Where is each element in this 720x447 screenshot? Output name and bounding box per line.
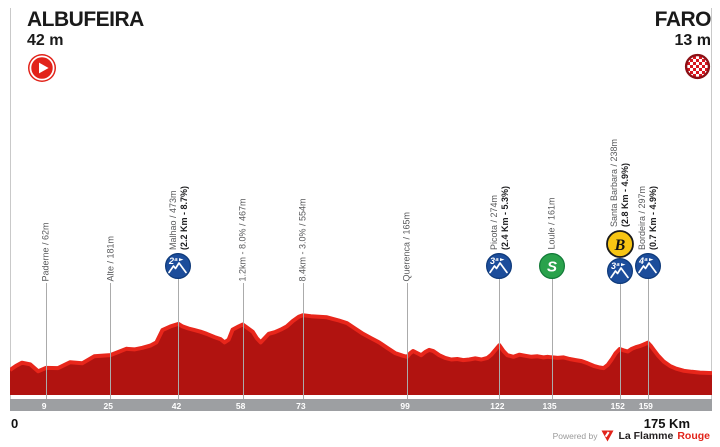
waypoint-label: Alte / 181m	[105, 235, 116, 281]
waypoint-name: Malhao / 473m	[167, 189, 178, 250]
waypoint-label: Bordeira / 297m (0.7 Km - 4.9%)	[637, 185, 658, 249]
powered-by-brand: Powered by La Flamme Rouge	[553, 430, 710, 442]
waypoint-name: Querenca / 165m	[401, 211, 412, 281]
powered-by-label: Powered by	[552, 431, 598, 441]
waypoint-stem	[551, 277, 553, 411]
waypoint-climb-stats: (2.8 Km - 4.9%)	[619, 162, 630, 227]
waypoint-label: Paderne / 62m	[41, 222, 52, 281]
svg-text:2ª: 2ª	[168, 256, 178, 266]
elevation-profile-fill	[10, 315, 712, 395]
svg-text:3ª: 3ª	[490, 256, 499, 266]
svg-text:B: B	[613, 237, 625, 254]
waypoint-stem	[242, 283, 244, 411]
distance-axis-bar	[10, 399, 712, 411]
waypoint-name: Picota / 274m	[488, 194, 499, 250]
axis-start-label: 0	[11, 416, 19, 431]
km-tick-122: 122	[490, 400, 505, 411]
km-tick-58: 58	[235, 400, 246, 411]
waypoint-name: Santa Barbara / 238m	[609, 138, 620, 227]
waypoint-stem	[619, 282, 621, 411]
brand-name-regular: La Flamme	[618, 430, 674, 442]
waypoint-stem	[499, 277, 501, 411]
waypoint-stem	[302, 283, 304, 411]
waypoint-label: Querenca / 165m	[402, 211, 413, 281]
waypoint-name: Bordeira / 297m	[637, 185, 648, 250]
brand-name-bold: Rouge	[677, 430, 710, 442]
waypoint-stem	[110, 283, 112, 411]
waypoint-climb-stats: (0.7 Km - 4.9%)	[647, 185, 658, 250]
plot-left-border	[10, 8, 11, 411]
axis-total-distance-label: 175 Km	[643, 416, 690, 431]
waypoint-stem	[178, 277, 180, 411]
sprint-icon: S	[538, 253, 565, 280]
km-tick-73: 73	[296, 400, 306, 411]
waypoint-name: Paderne / 62m	[40, 221, 51, 281]
waypoint-climb-stats: (2.4 Km - 5.3%)	[499, 185, 510, 250]
finish-header: FARO 13 m	[654, 8, 712, 80]
waypoint-stem	[647, 277, 649, 411]
elevation-profile-edge	[10, 313, 712, 376]
category-climb-icon: 3ª	[486, 253, 513, 280]
start-town-label: ALBUFEIRA	[27, 8, 144, 31]
category-climb-icon: 3ª	[606, 258, 633, 285]
finish-checkered-icon	[655, 53, 711, 80]
waypoint-label: Malhao / 473m (2.2 Km - 8.7%)	[168, 185, 189, 249]
waypoint-name: 8.4km - 3.0% / 554m	[297, 197, 308, 281]
category-climb-icon: 4ª	[634, 253, 661, 280]
waypoint-label: 1.2km - 8.0% / 467m	[237, 198, 248, 281]
km-tick-152: 152	[610, 400, 625, 411]
waypoint-label: Loule / 161m	[546, 197, 557, 249]
waypoint-label: Santa Barbara / 238m (2.8 Km - 4.9%)	[609, 138, 630, 226]
laflammerouge-logo-icon	[601, 430, 614, 442]
svg-text:3ª: 3ª	[611, 261, 620, 271]
finish-elevation-label: 13 m	[674, 32, 711, 49]
svg-text:4ª: 4ª	[638, 256, 648, 266]
km-tick-42: 42	[171, 400, 182, 411]
km-tick-25: 25	[103, 400, 114, 411]
category-climb-icon: 2ª	[165, 253, 192, 280]
waypoint-name: Loule / 161m	[546, 197, 557, 250]
start-elevation-label: 42 m	[27, 32, 64, 49]
waypoint-label: 8.4km - 3.0% / 554m	[298, 198, 309, 281]
bonus-seconds-icon: B	[605, 230, 634, 259]
km-tick-99: 99	[400, 400, 410, 411]
start-header: ALBUFEIRA 42 m	[27, 8, 144, 83]
waypoint-stem	[407, 283, 409, 411]
plot-right-border	[711, 8, 712, 411]
km-tick-159: 159	[638, 400, 653, 411]
waypoint-stem	[46, 283, 48, 411]
waypoint-name: Alte / 181m	[105, 235, 116, 281]
waypoint-climb-stats: (2.2 Km - 8.7%)	[178, 185, 189, 250]
km-tick-135: 135	[542, 400, 557, 411]
finish-town-label: FARO	[654, 8, 712, 31]
svg-text:S: S	[547, 259, 557, 276]
start-play-icon	[27, 53, 144, 83]
waypoint-label: Picota / 274m (2.4 Km - 5.3%)	[489, 185, 510, 249]
waypoint-name: 1.2km - 8.0% / 467m	[237, 197, 248, 281]
km-tick-9: 9	[41, 400, 47, 411]
